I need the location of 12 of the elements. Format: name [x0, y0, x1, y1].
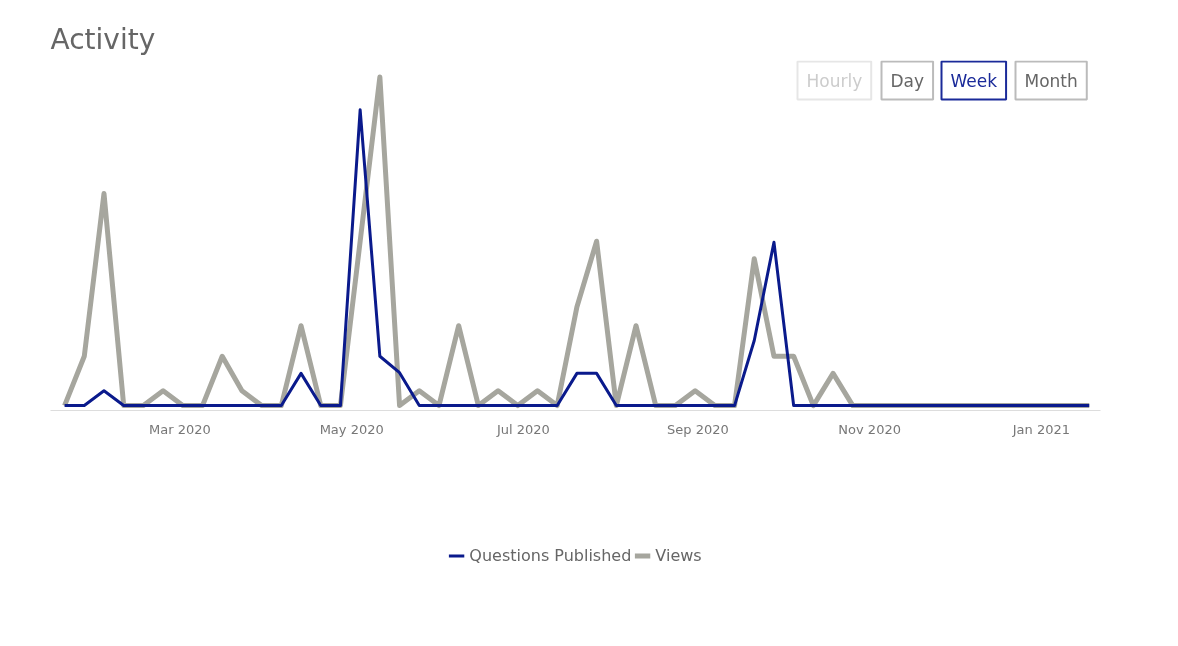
x-tick-label: Jul 2020 — [495, 421, 550, 437]
annotation: Day — [890, 70, 925, 91]
x-tick-label: Jan 2021 — [1011, 421, 1071, 437]
chart-title: Activity — [50, 22, 156, 56]
x-tick-label: Mar 2020 — [149, 421, 211, 437]
legend-label: Views — [655, 545, 702, 565]
x-tick-label: May 2020 — [319, 421, 384, 437]
x-tick-label: Nov 2020 — [838, 421, 901, 437]
x-tick-label: Sep 2020 — [667, 421, 729, 437]
legend-label: Questions Published — [469, 545, 632, 565]
annotation: Week — [950, 70, 998, 91]
annotation: Month — [1024, 70, 1078, 91]
